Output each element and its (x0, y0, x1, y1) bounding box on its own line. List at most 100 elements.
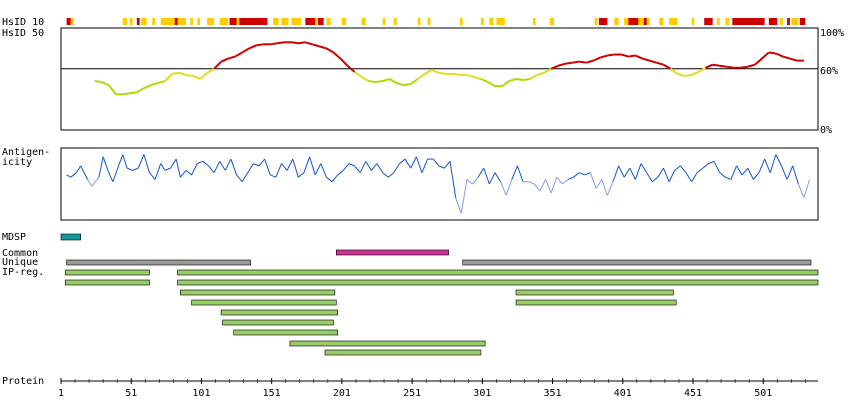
antigenicity-segment (258, 158, 266, 167)
hsid10-segment (152, 18, 156, 25)
hsid10-segment (66, 18, 71, 25)
antigenicity-segment (612, 165, 620, 182)
antigenicity-segment (679, 165, 687, 173)
hsid10-segment (480, 18, 484, 25)
antigenicity-segment (590, 172, 597, 189)
antigenicity-segment (550, 177, 558, 194)
antigenicity-segment (730, 165, 738, 180)
hsid50-segment (579, 60, 587, 64)
hsid50-segment (101, 81, 110, 87)
hsid10-segment (70, 18, 74, 25)
hsid10-segment (659, 18, 664, 25)
antigenicity-segment (303, 156, 311, 173)
hsid50-segment (206, 67, 215, 74)
antigenicity-segment (247, 163, 254, 173)
antigenicity-segment (314, 163, 322, 176)
hsid50-segment (669, 67, 679, 75)
hsid50-segment (199, 72, 208, 80)
hsid50-segment (592, 56, 601, 62)
feature-bar-unique (462, 259, 812, 266)
protein-ticks: 1 51 101 151 201 251 301 351 401 451 501 (58, 378, 806, 399)
antigenicity-line (66, 154, 811, 214)
antigenicity-segment (736, 165, 743, 176)
antigenicity-segment (326, 176, 333, 183)
antigenicity-segment (108, 172, 114, 182)
antigenicity-segment (691, 172, 698, 182)
track-label-mdsp: MDSP (2, 232, 26, 243)
antigenicity-segment (584, 172, 591, 176)
hsid10-segment (393, 18, 397, 25)
feature-bar-ipreg (233, 329, 338, 336)
hsid50-segment (740, 65, 748, 69)
protein-axis-label: Protein (2, 376, 44, 387)
hsid50-segment (185, 73, 194, 77)
hsid50-segment (466, 73, 475, 78)
hsid50-segment (557, 62, 566, 67)
antigenicity-segment (359, 161, 367, 173)
protein-tick-label: 101 (192, 388, 210, 399)
hsid50-segment (452, 72, 461, 76)
protein-tick-label: 451 (684, 388, 702, 399)
antigenicity-segment (432, 158, 440, 167)
feature-bar-unique (66, 259, 251, 266)
hsid50-segment (691, 70, 700, 76)
antigenicity-segment (66, 174, 72, 178)
antigenicity-segment (629, 167, 636, 180)
antigenicity-segment (224, 158, 232, 171)
antigenicity-panel (60, 147, 819, 221)
feature-bar-ipreg (324, 349, 482, 356)
hsid50-segment (178, 71, 187, 76)
antigenicity-segment (449, 161, 457, 198)
hsid10-segment (628, 18, 639, 25)
hsid10-segment (174, 18, 178, 25)
feature-bar-mdsp (60, 233, 81, 241)
hsid50-segment (389, 78, 398, 84)
antigenicity-segment (511, 165, 518, 180)
antigenicity-segment (102, 156, 110, 173)
antigenicity-segment (143, 154, 150, 173)
antigenicity-segment (781, 165, 788, 180)
hsid50-segment (663, 63, 672, 70)
feature-bar-ipreg (222, 319, 334, 326)
antigenicity-segment (663, 167, 670, 182)
hsid50-segment (677, 72, 685, 77)
hsid10-segment (459, 18, 463, 25)
hsid10-segment (549, 18, 554, 25)
antigenicity-segment (270, 174, 277, 178)
antigenicity-segment (387, 172, 395, 178)
antigenicity-segment (170, 158, 177, 169)
antigenicity-segment (444, 161, 451, 169)
hsid50-label: HsID 50 (2, 28, 44, 39)
antigenicity-segment (87, 179, 93, 187)
ytick-0: 0% (820, 125, 832, 136)
hsid50-segment (754, 57, 763, 66)
antigenicity-segment (137, 154, 145, 169)
feature-bar-ipreg (515, 299, 677, 306)
antigenicity-segment (370, 163, 378, 171)
hsid50-segment (129, 91, 137, 95)
antigenicity-segment (651, 176, 659, 183)
antigenicity-segment (331, 174, 339, 183)
hsid50-segment (768, 51, 777, 55)
hsid10-label: HsID 10 (2, 17, 44, 28)
feature-bar-common (335, 249, 449, 256)
antigenicity-segment (202, 160, 209, 167)
antigenicity-segment (292, 158, 299, 178)
protein-tick-label: 501 (754, 388, 772, 399)
antigenicity-segment (674, 165, 681, 171)
hsid50-segment (424, 68, 433, 75)
hsid10-segment (614, 18, 619, 25)
antigenicity-segment (208, 165, 215, 173)
hsid10-segment (598, 18, 608, 25)
hsid10-segment (190, 18, 194, 25)
hsid50-segment (635, 54, 643, 60)
hsid50-segment (508, 78, 517, 83)
antigenicity-segment (460, 179, 468, 214)
antigenicity-segment (342, 163, 350, 171)
hsid50-segment (339, 57, 349, 67)
hsid10-segment (799, 18, 806, 25)
hsid50-segment (143, 84, 152, 90)
antigenicity-segment (696, 167, 704, 174)
hsid50-line (94, 41, 804, 96)
hsid50-segment (403, 83, 411, 87)
